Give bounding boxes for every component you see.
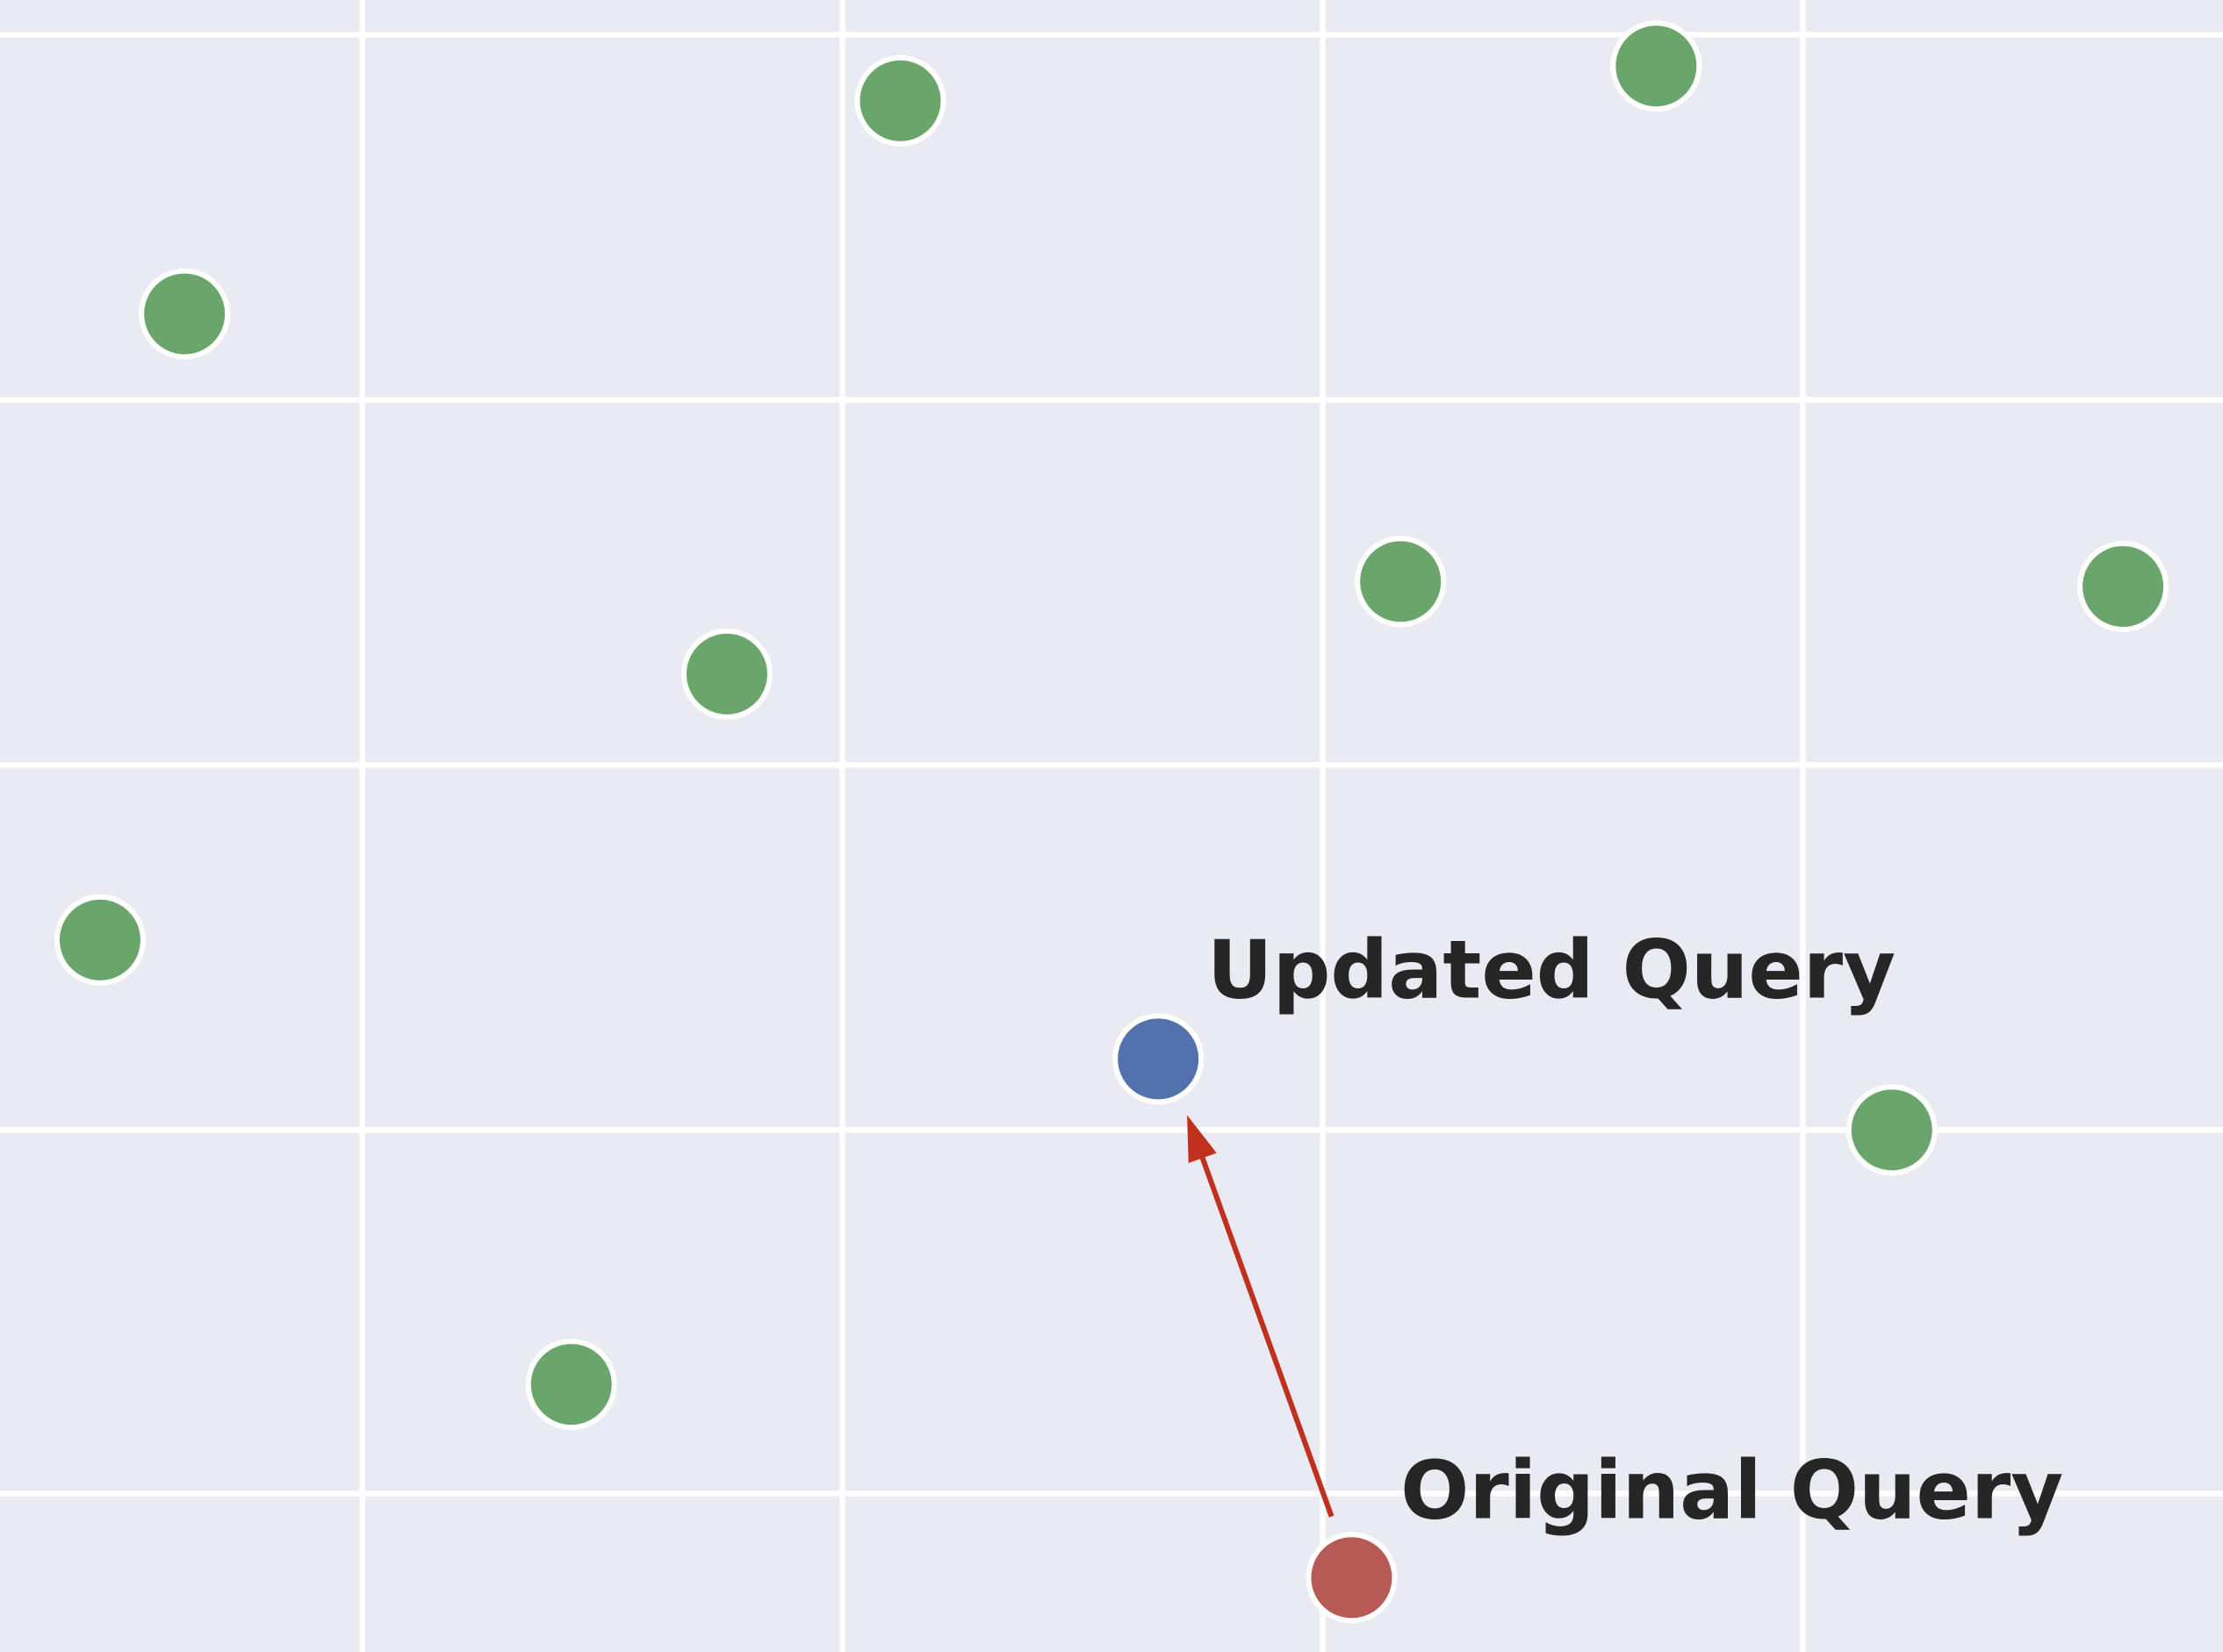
data-points [54, 20, 2169, 1624]
documents-point-2 [1610, 20, 1702, 112]
arrow-shaft [1199, 1157, 1335, 1518]
documents-point-1 [854, 54, 946, 147]
documents-point-5 [2077, 541, 2169, 633]
original-query-label: Original Query [1400, 1444, 2063, 1538]
arrow-head [1187, 1115, 1217, 1164]
documents-point-8 [525, 1339, 617, 1431]
updated-query-point [1112, 1013, 1205, 1105]
documents-point-6 [54, 894, 146, 986]
annotations: Updated Query Original Query [1207, 923, 2063, 1538]
documents-point-0 [139, 268, 231, 360]
query-shift-arrow [1187, 1115, 1335, 1518]
documents-point-3 [680, 628, 773, 720]
original-query-point [1306, 1532, 1398, 1624]
documents-point-4 [1355, 535, 1447, 628]
documents-point-7 [1845, 1084, 1938, 1176]
updated-query-label: Updated Query [1207, 923, 1896, 1017]
